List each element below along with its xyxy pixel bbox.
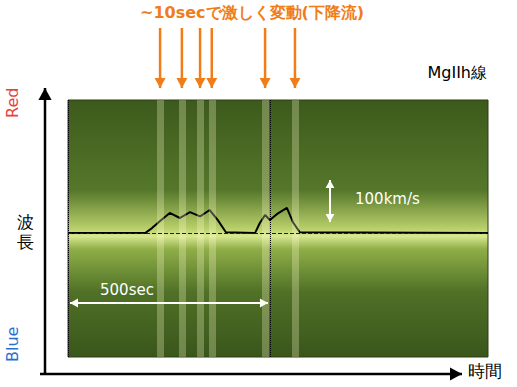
- svg-text:長: 長: [17, 232, 34, 252]
- svg-text:MgIIh線: MgIIh線: [427, 63, 487, 82]
- svg-text:~10secで激しく変動(下降流): ~10secで激しく変動(下降流): [140, 3, 364, 22]
- svg-text:時間: 時間: [468, 361, 502, 381]
- svg-text:Blue: Blue: [3, 327, 22, 362]
- svg-text:500sec: 500sec: [100, 281, 154, 299]
- svg-text:100km/s: 100km/s: [355, 190, 420, 208]
- svg-text:Red: Red: [3, 88, 22, 118]
- svg-text:波: 波: [17, 212, 34, 232]
